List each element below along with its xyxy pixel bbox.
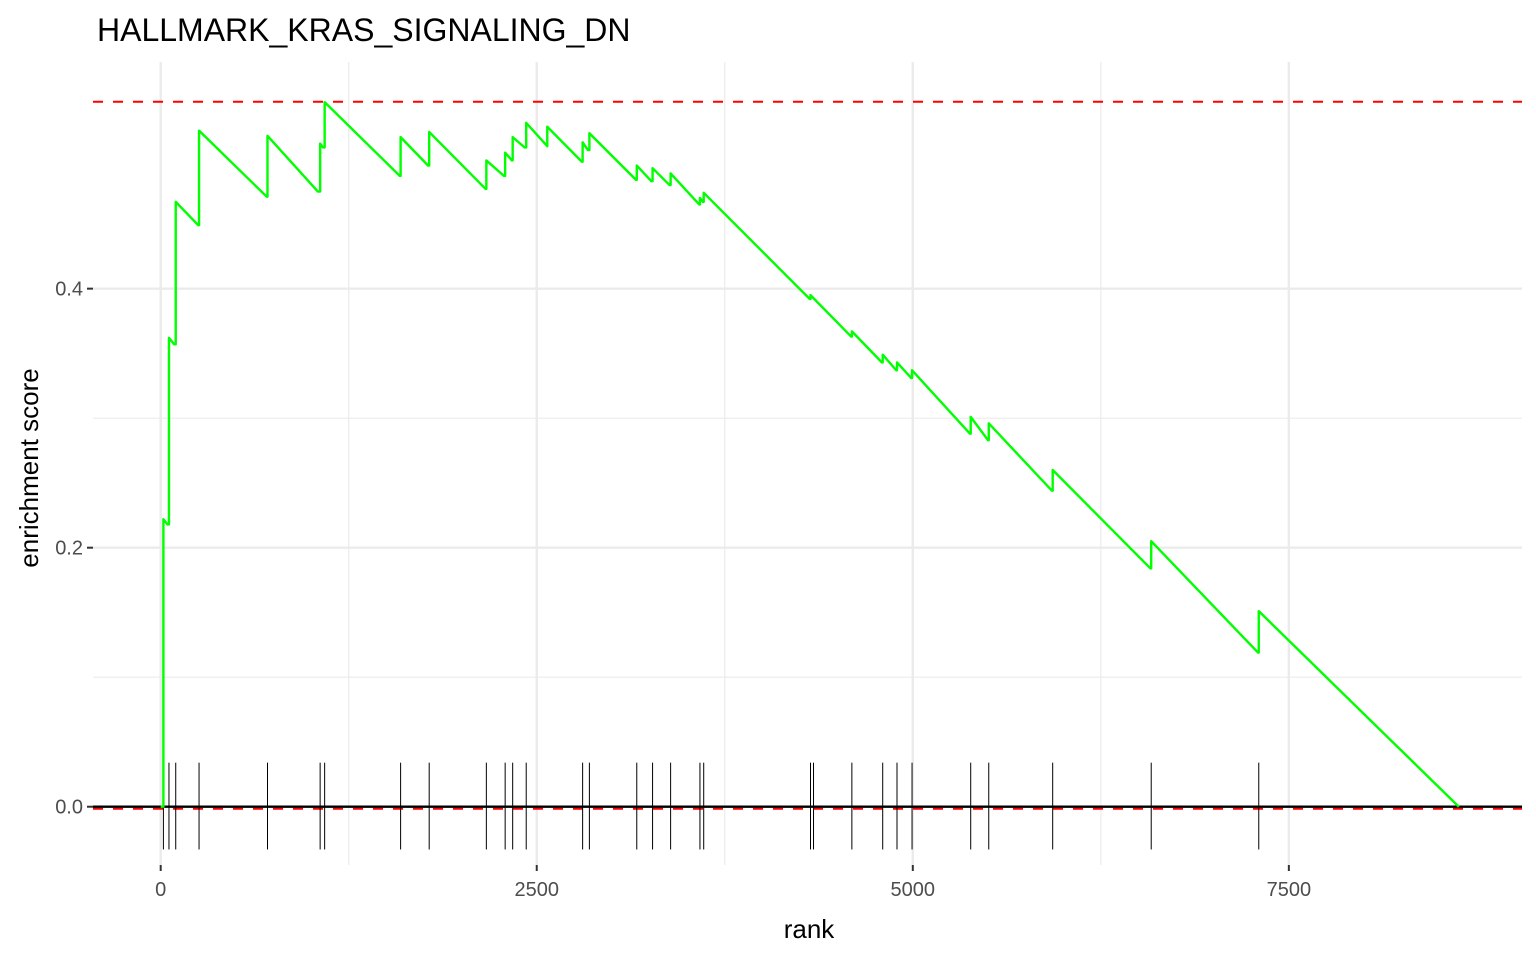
y-axis-title: enrichment score: [14, 368, 44, 567]
x-tick-label: 7500: [1267, 879, 1312, 901]
y-tick-label: 0.4: [55, 279, 83, 301]
y-axis: 0.0 0.2 0.4: [55, 279, 93, 819]
y-tick-label: 0.0: [55, 797, 83, 819]
x-axis: 0 2500 5000 7500: [155, 865, 1311, 901]
enrichment-curve: [160, 100, 1460, 808]
chart-title: HALLMARK_KRAS_SIGNALING_DN: [97, 12, 631, 48]
x-tick-label: 0: [155, 879, 166, 901]
gridlines: [93, 62, 1522, 865]
x-tick-label: 5000: [891, 879, 936, 901]
reference-lines: [93, 100, 1522, 810]
x-tick-label: 2500: [514, 879, 559, 901]
curve-layer: [160, 100, 1460, 808]
x-axis-title: rank: [784, 914, 836, 944]
y-tick-label: 0.2: [55, 538, 83, 560]
